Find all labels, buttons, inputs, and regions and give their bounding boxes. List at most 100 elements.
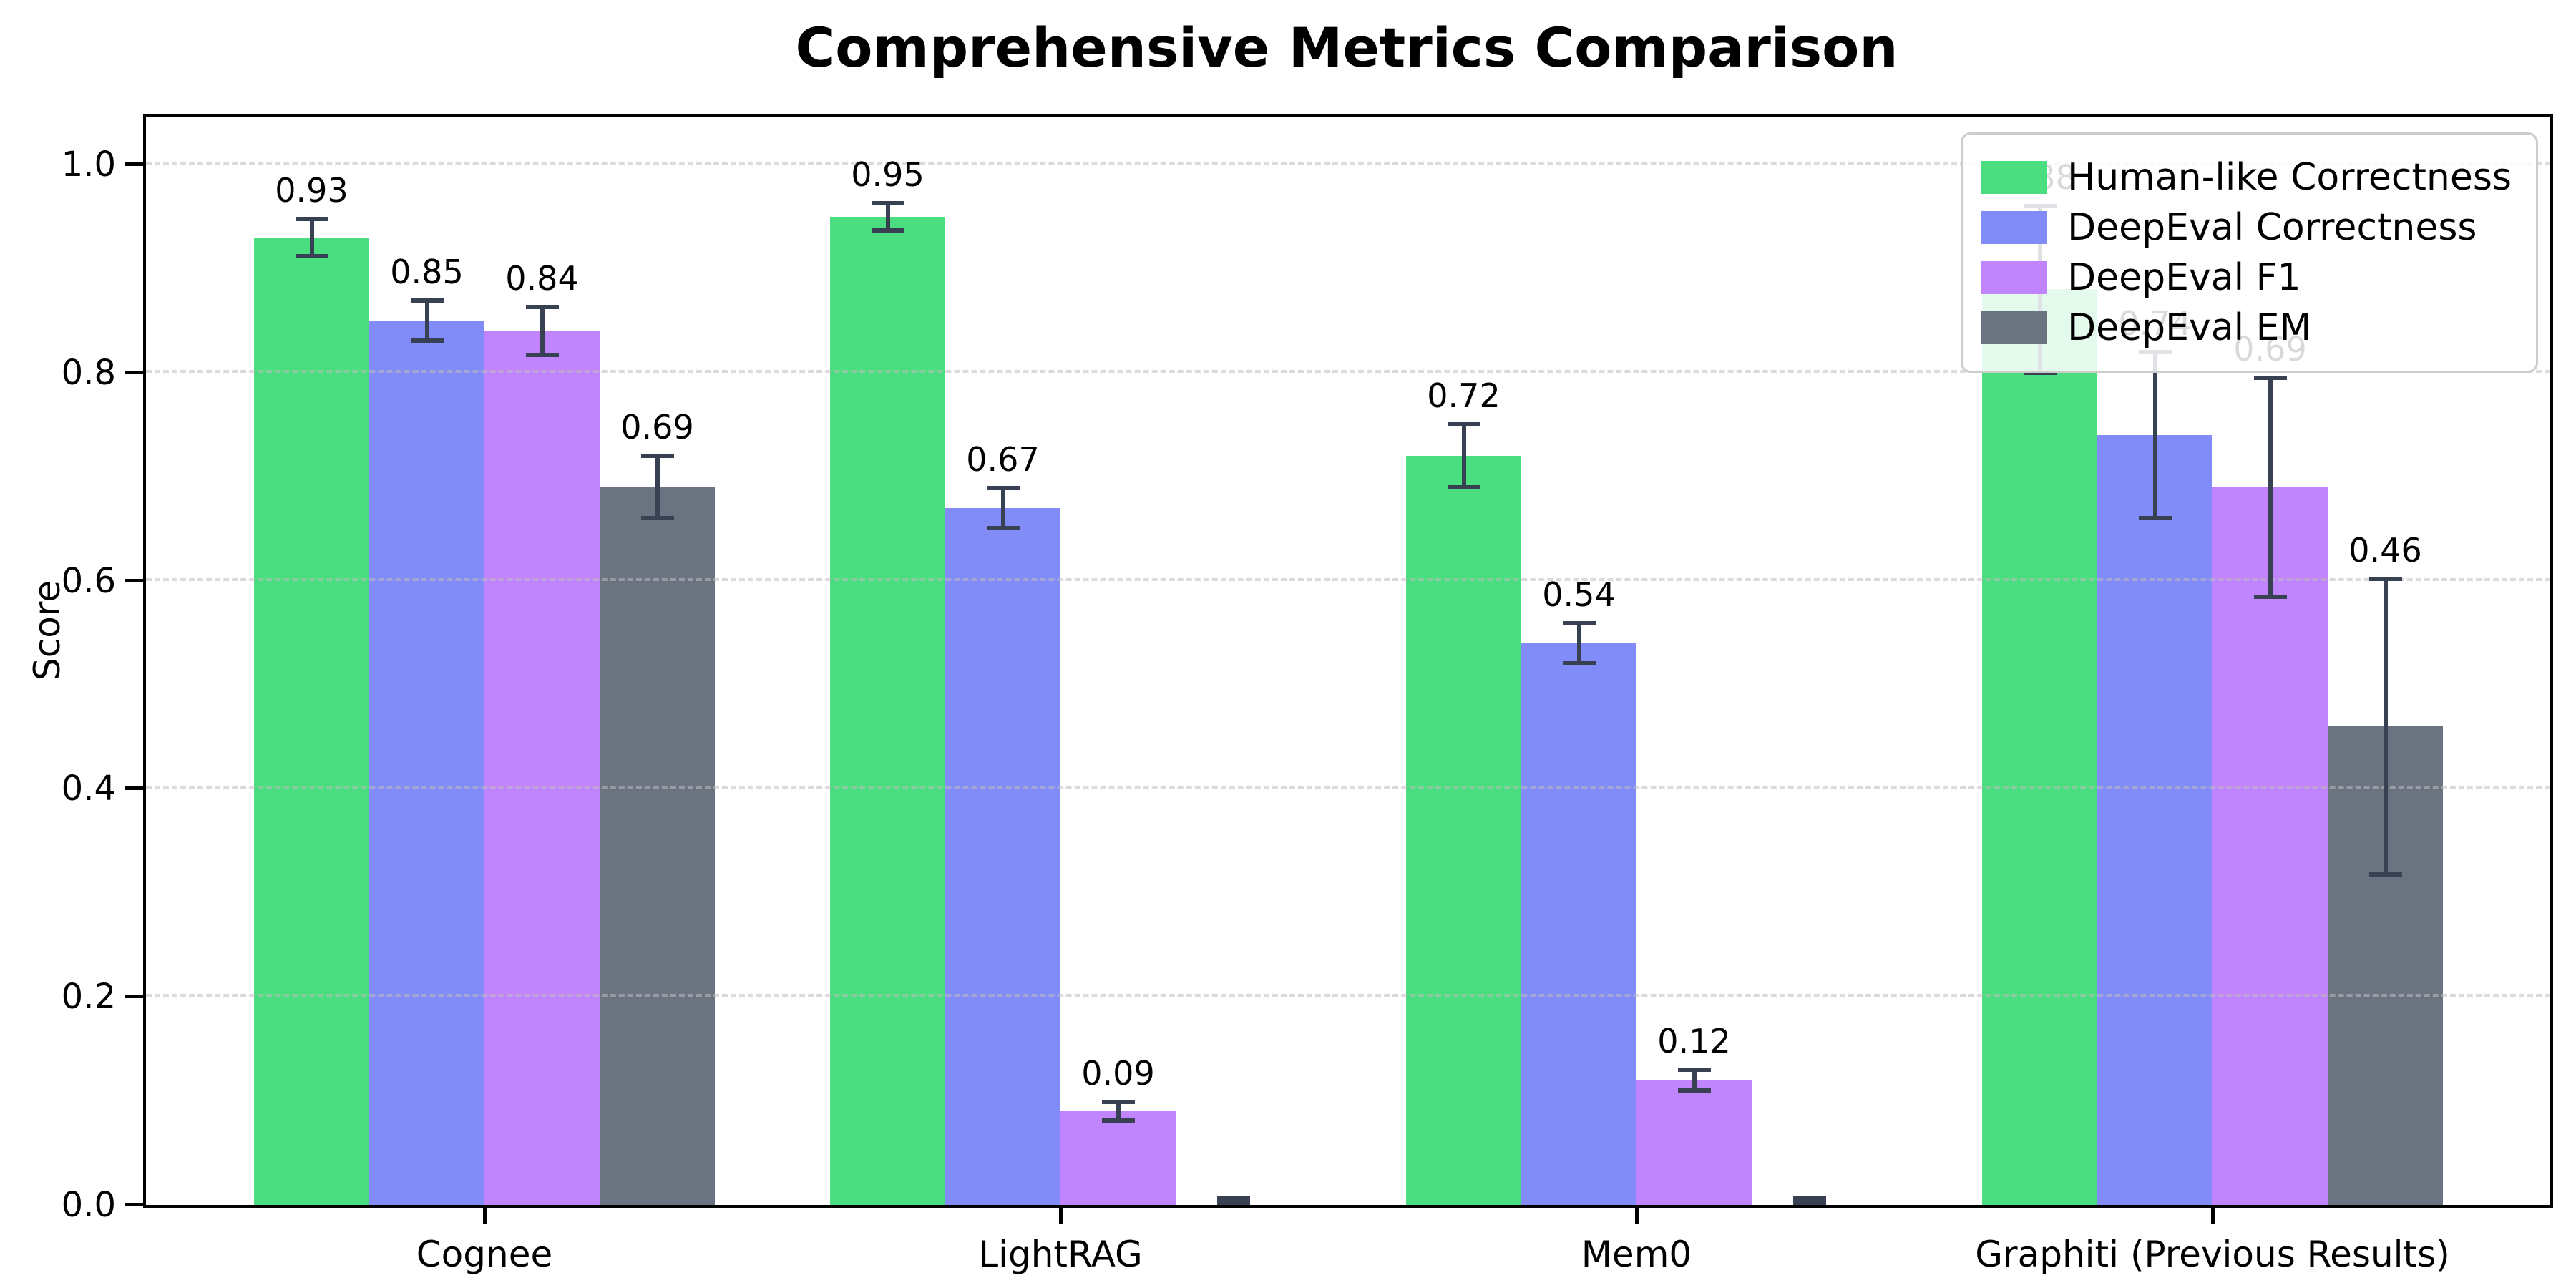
legend-item: DeepEval F1 [1981,256,2512,299]
error-bar-cap-bottom [2138,516,2172,521]
y-tick [125,786,143,791]
error-bar-cap-top [640,454,674,459]
error-bar-cap-bottom [871,228,904,233]
bar [2097,435,2212,1205]
x-tick-label: Mem0 [1581,1234,1692,1275]
x-tick [1059,1208,1063,1224]
y-tick-label: 1.0 [61,145,116,185]
bar [945,507,1060,1205]
error-bar-cap-top [1677,1067,1711,1072]
legend-label: DeepEval Correctness [2067,206,2477,249]
legend-label: Human-like Correctness [2067,156,2512,199]
error-bar [1116,1103,1121,1119]
plot-area: 0.93 0.85 0.84 0.69 0.95 0.67 0.09 0.72 0.54 0.12… [62,114,2553,1275]
error-bar [2152,353,2157,517]
x-tick [2211,1208,2215,1224]
bar-value-label: 0.84 [505,259,579,298]
error-bar-cap-bottom [2253,594,2287,599]
error-bar-cap-bottom [986,525,1020,530]
legend-label: DeepEval EM [2067,306,2312,349]
error-bar [1692,1071,1697,1089]
bar [1636,1080,1752,1205]
legend: Human-like Correctness DeepEval Correctne… [1961,132,2538,373]
error-bar [2383,580,2388,872]
legend-item: DeepEval EM [1981,306,2512,349]
error-bar-cap-bottom [1447,484,1480,489]
bar-value-label: 0.09 [1081,1053,1155,1093]
error-bar-cap-top [871,200,904,205]
error-bar-cap-top [295,216,328,221]
y-tick [125,370,143,374]
error-bar [424,303,429,338]
legend-swatch [1981,261,2048,294]
error-bar-cap-bottom [1792,1201,1826,1205]
bar [1406,456,1521,1205]
legend-item: Human-like Correctness [1981,156,2512,199]
error-bar [1576,625,1581,661]
bar-value-label: 0.69 [620,408,694,447]
y-tick-label: 0.8 [61,352,116,393]
x-tick-label: Cognee [416,1234,553,1275]
bar [254,237,369,1205]
error-bar-cap-bottom [1562,660,1596,665]
error-bar [2268,380,2273,595]
error-bar-cap-bottom [410,338,444,343]
y-tick-label: 0.4 [61,769,116,809]
error-bar-cap-bottom [295,254,328,259]
error-bar-cap-top [410,298,444,303]
x-tick-label: Graphiti (Previous Results) [1975,1234,2450,1275]
bar-value-label: 0.93 [275,170,348,210]
bar [830,216,945,1205]
bar [600,487,715,1205]
error-bar [309,220,314,255]
y-tick-label: 0.0 [61,1185,116,1225]
bar [369,321,484,1205]
error-bar [1461,426,1466,485]
y-tick-label: 0.2 [61,977,116,1018]
error-bar-cap-bottom [2368,872,2402,877]
bar-value-label: 0.12 [1657,1021,1731,1060]
error-bar-cap-top [2253,375,2287,380]
bar-value-label: 0.54 [1542,575,1616,615]
y-tick [125,162,143,166]
error-bar-cap-bottom [1216,1201,1250,1205]
error-bar-cap-top [1792,1196,1826,1201]
error-bar-cap-top [2368,576,2402,581]
legend-label: DeepEval F1 [2067,256,2301,299]
error-bar-cap-bottom [640,516,674,521]
bar-value-label: 0.72 [1427,376,1501,416]
bar [1060,1111,1176,1205]
legend-swatch [1981,211,2048,244]
error-bar-cap-top [1562,621,1596,626]
error-bar-cap-top [1447,422,1480,427]
y-tick [125,1203,143,1206]
error-bar-cap-bottom [1677,1088,1711,1093]
error-bar-cap-bottom [525,353,559,358]
legend-item: DeepEval Correctness [1981,206,2512,249]
error-bar [655,458,660,517]
legend-swatch [1981,161,2048,194]
error-bar-cap-top [1101,1099,1135,1104]
y-tick [125,578,143,582]
bar [2212,487,2328,1205]
error-bar [540,309,545,353]
error-bar-cap-top [986,486,1020,491]
y-tick [125,995,143,999]
x-tick-label: LightRAG [978,1234,1143,1275]
error-bar [885,205,890,228]
error-bar-cap-top [525,305,559,310]
bar [1982,289,2097,1205]
x-tick [1635,1208,1639,1224]
bar [1521,643,1636,1205]
y-tick-label: 0.6 [61,560,116,601]
bar-value-label: 0.85 [390,253,464,292]
error-bar-cap-bottom [1101,1118,1135,1123]
page-title: Comprehensive Metrics Comparison [795,16,1898,79]
x-tick [483,1208,487,1224]
error-bar-cap-top [1216,1196,1250,1201]
bar [484,331,600,1205]
bar-value-label: 0.95 [851,155,924,194]
bar-value-label: 0.46 [2348,530,2422,570]
bar-value-label: 0.67 [966,440,1040,479]
